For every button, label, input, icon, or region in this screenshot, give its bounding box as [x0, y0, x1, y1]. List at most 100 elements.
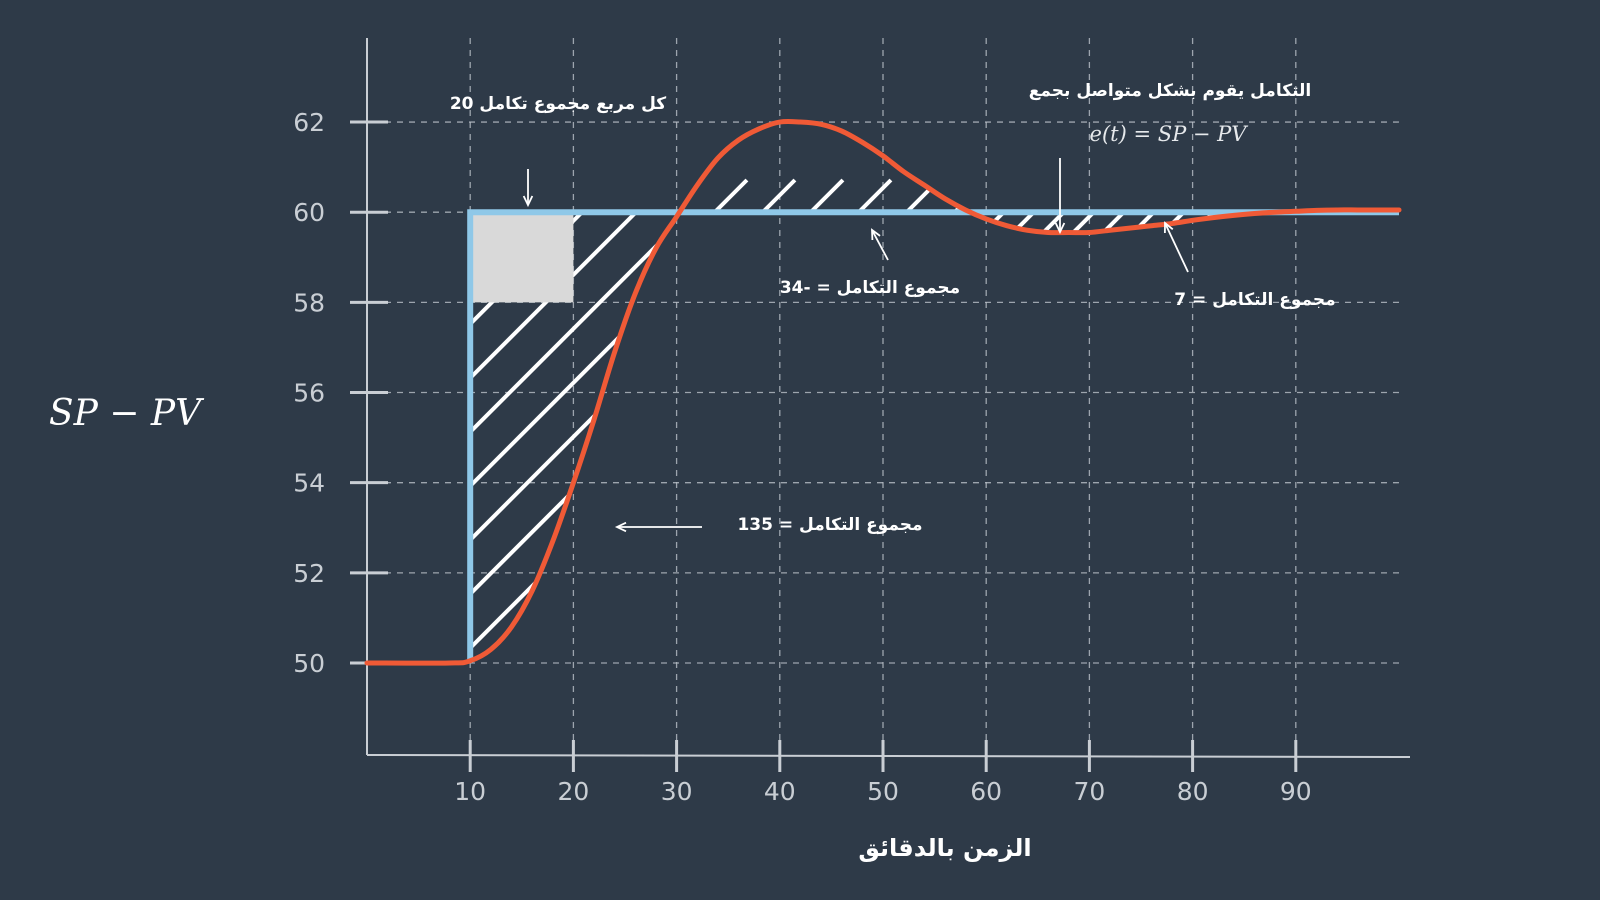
- hatch-line: [1084, 212, 1276, 233]
- y-tick-label: 60: [293, 198, 325, 227]
- hatch-line: [1326, 180, 1600, 700]
- x-tick-label: 70: [1073, 777, 1105, 806]
- hatch-line: [578, 212, 693, 663]
- hatch-line: [1386, 180, 1600, 700]
- hatch-line: [970, 212, 1276, 233]
- hatch-line: [1234, 212, 1276, 233]
- hatch-line: [0, 180, 290, 700]
- annotation-area-overshoot: مجموع التكامل = -34: [780, 278, 960, 298]
- area-overshoot-hatch: [0, 178, 1600, 700]
- hatch-line: [336, 180, 856, 700]
- hatch-line: [970, 212, 1128, 233]
- hatch-line: [470, 212, 693, 663]
- hatch-line: [1446, 180, 1600, 700]
- setpoint-line: [467, 209, 1399, 663]
- hatch-line: [1114, 212, 1276, 233]
- hatch-line: [1356, 180, 1600, 700]
- hatch-line: [970, 212, 1158, 233]
- arrow-to-area-overshoot: [871, 228, 889, 261]
- hatch-line: [970, 212, 1098, 233]
- y-tick-label: 54: [293, 469, 325, 498]
- hatch-line: [686, 212, 693, 663]
- hatch-line: [692, 178, 893, 213]
- hatch-line: [970, 212, 1038, 233]
- hatch-line: [970, 212, 1218, 233]
- hatch-line: [970, 212, 1188, 233]
- hatch-line: [849, 178, 971, 213]
- x-tick-label: 10: [454, 777, 486, 806]
- y-tick-label: 50: [293, 649, 325, 678]
- arrow-to-area-undershoot: [1163, 221, 1189, 273]
- x-tick-label: 90: [1280, 777, 1312, 806]
- hatch-line: [970, 212, 1276, 233]
- hatch-line: [470, 212, 670, 663]
- arrow-to-continuous: [1054, 158, 1066, 235]
- x-axis: [366, 754, 1411, 758]
- hatch-line: [970, 212, 1276, 233]
- hatch-line: [1416, 180, 1600, 700]
- grid: [385, 38, 1400, 740]
- x-axis-title: الزمن بالدقائق: [858, 834, 1031, 862]
- error-formula: e(t) = SP − PV: [1090, 122, 1249, 146]
- hatch-line: [705, 178, 971, 213]
- annotation-area-undershoot: مجموع التكامل = 7: [1174, 290, 1335, 310]
- hatch-line: [470, 212, 693, 663]
- hatch-line: [1139, 180, 1600, 700]
- hatch-line: [801, 178, 971, 213]
- hatch-line: [692, 178, 971, 213]
- x-tick-label: 60: [970, 777, 1002, 806]
- hatch-line: [366, 180, 886, 700]
- hatch-line: [1043, 180, 1563, 700]
- hatch-line: [1144, 212, 1276, 233]
- area-rise-hatch: [0, 180, 1370, 700]
- hatch-line: [897, 178, 971, 213]
- hatch-line: [742, 180, 1262, 700]
- annotation-arrows: [522, 158, 1189, 533]
- x-tick-label: 30: [661, 777, 693, 806]
- y-axis-label: SP − PV: [49, 393, 205, 434]
- axes: 50 52 54 56 58 60 62 10 20 30 40 50 60 70 80 90: [293, 38, 1411, 806]
- hatch-line: [970, 212, 1068, 233]
- hatch-line: [0, 180, 344, 700]
- hatch-line: [970, 212, 1276, 233]
- y-tick-label: 58: [293, 288, 325, 317]
- hatch-line: [0, 180, 452, 700]
- hatch-line: [0, 180, 507, 700]
- hatched-areas: [0, 178, 1600, 700]
- x-tick-label: 80: [1177, 777, 1209, 806]
- unit-square: [470, 212, 574, 303]
- hatch-line: [692, 178, 971, 213]
- hatch-line: [692, 178, 971, 213]
- hatch-line: [850, 180, 1370, 700]
- hatch-line: [995, 180, 1515, 700]
- hatch-line: [1264, 212, 1276, 233]
- annotation-area-rise: مجموع التكامل = 135: [737, 515, 922, 535]
- hatch-line: [970, 212, 1276, 233]
- y-tick-label: 62: [293, 108, 325, 137]
- hatch-line: [945, 178, 971, 213]
- hatch-line: [1054, 212, 1276, 233]
- hatch-line: [753, 178, 971, 213]
- x-tick-label: 20: [557, 777, 589, 806]
- annotation-continuous: التكامل يقوم بشكل متواصل بجمع: [1029, 81, 1311, 101]
- hatch-line: [692, 178, 845, 213]
- hatch-line: [994, 212, 1276, 233]
- arrow-to-area-rise: [614, 521, 702, 533]
- hatch-line: [1024, 212, 1276, 233]
- hatch-line: [1174, 212, 1276, 233]
- hatch-line: [470, 212, 508, 663]
- y-tick-label: 52: [293, 559, 325, 588]
- arrow-to-square: [522, 169, 534, 208]
- hatch-line: [692, 178, 701, 213]
- hatch-line: [470, 212, 693, 663]
- hatch-line: [632, 212, 693, 663]
- y-tick-label: 56: [293, 379, 325, 408]
- process-variable-line: [364, 118, 1402, 666]
- hatch-line: [796, 180, 1316, 700]
- hatch-line: [970, 212, 1276, 233]
- hatch-line: [1204, 212, 1276, 233]
- hatch-line: [1091, 180, 1600, 700]
- hatch-line: [1296, 180, 1600, 700]
- hatch-line: [970, 212, 1276, 233]
